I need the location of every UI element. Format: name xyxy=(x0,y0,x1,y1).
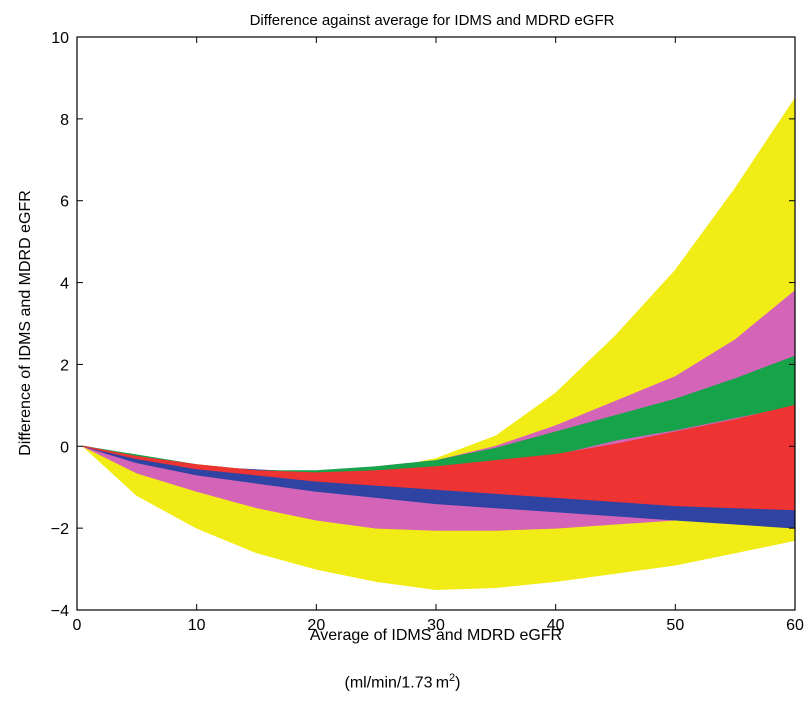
scatter-series-group xyxy=(81,96,796,591)
chart-title: Difference against average for IDMS and … xyxy=(250,12,615,29)
axis-ticks: 0 10 20 30 40 50 60 −4 −2 0 2 4 6 8 10 xyxy=(51,30,804,634)
y-tick-label: −2 xyxy=(51,521,69,538)
y-tick-label: −4 xyxy=(51,603,69,620)
unit-label: (ml/min/1.73 m2) xyxy=(0,672,805,692)
unit-close: ) xyxy=(455,674,461,692)
x-axis-label: Average of IDMS and MDRD eGFR xyxy=(310,627,562,644)
y-tick-label: 10 xyxy=(51,30,69,47)
x-tick-label: 0 xyxy=(73,617,82,634)
x-tick-label: 10 xyxy=(188,617,206,634)
y-tick-label: 2 xyxy=(60,357,69,374)
y-tick-label: 4 xyxy=(60,276,69,293)
x-tick-label: 40 xyxy=(547,617,565,634)
y-tick-label: 8 xyxy=(60,112,69,129)
x-tick-label: 20 xyxy=(307,617,325,634)
y-tick-label: 6 xyxy=(60,194,69,211)
x-tick-label: 30 xyxy=(427,617,445,634)
unit-superscript: 2 xyxy=(449,672,456,684)
y-tick-label: 0 xyxy=(60,439,69,456)
y-axis-label: Difference of IDMS and MDRD eGFR xyxy=(17,190,34,456)
unit-text: (ml/min/1.73 m xyxy=(344,674,450,692)
x-tick-label: 50 xyxy=(666,617,684,634)
x-tick-label: 60 xyxy=(786,617,804,634)
